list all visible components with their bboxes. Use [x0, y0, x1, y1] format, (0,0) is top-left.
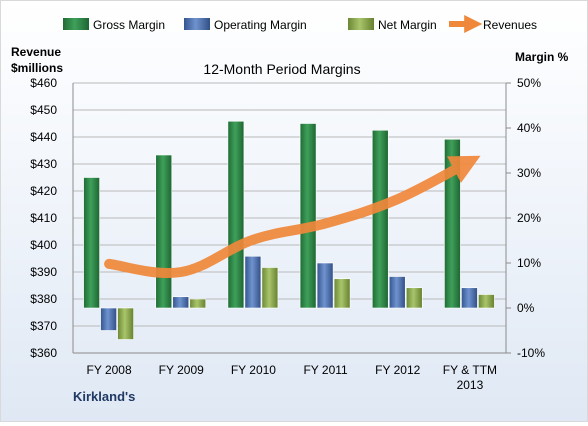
bar-net-margin — [333, 278, 351, 309]
right-tick-label: 20% — [517, 211, 541, 225]
company-annotation: Kirkland's — [73, 389, 135, 404]
left-tick-label: $440 — [30, 130, 57, 144]
left-tick-label: $370 — [30, 319, 57, 333]
x-tick-label: FY 2010 — [231, 363, 276, 377]
bar-gross-margin — [227, 120, 245, 309]
bar-gross-margin — [299, 123, 317, 309]
bar-net-margin — [261, 267, 279, 309]
bar-operating-margin — [316, 262, 334, 309]
bar-net-margin — [117, 307, 134, 340]
right-tick-label: -10% — [517, 346, 545, 360]
bar-operating-margin — [244, 255, 262, 309]
bar-net-margin — [405, 287, 423, 309]
left-tick-label: $420 — [30, 184, 57, 198]
legend-label: Net Margin — [378, 18, 437, 32]
right-axis-label: Margin % — [515, 50, 569, 64]
right-tick-label: 30% — [517, 166, 541, 180]
gridlines — [72, 82, 507, 354]
chart-title: 12-Month Period Margins — [203, 61, 360, 77]
right-tick-label: 10% — [517, 256, 541, 270]
left-tick-label: $450 — [30, 103, 57, 117]
left-tick-label: $430 — [30, 157, 57, 171]
bar-series — [83, 120, 495, 340]
left-axis-label-line2: $millions — [11, 61, 63, 75]
x-tick-label: 2013 — [457, 378, 484, 392]
bar-gross-margin — [155, 154, 173, 309]
legend-swatch-operating-margin — [184, 18, 210, 30]
left-axis-label-line1: Revenue — [11, 45, 61, 59]
revenue-line — [104, 155, 481, 278]
x-tick-label: FY & TTM — [443, 363, 497, 377]
right-tick-label: 0% — [517, 301, 535, 315]
bar-gross-margin — [83, 177, 100, 309]
bar-operating-margin — [172, 296, 190, 309]
legend-label: Operating Margin — [214, 18, 307, 32]
legend-label: Gross Margin — [93, 18, 165, 32]
legend-swatch-net-margin — [348, 18, 374, 30]
x-tick-label: FY 2009 — [159, 363, 204, 377]
bar-operating-margin — [100, 307, 117, 331]
left-tick-label: $360 — [30, 346, 57, 360]
left-tick-label: $410 — [30, 211, 57, 225]
left-tick-label: $400 — [30, 238, 57, 252]
x-tick-label: FY 2011 — [303, 363, 348, 377]
x-tick-label: FY 2012 — [375, 363, 420, 377]
bar-operating-margin — [461, 287, 478, 309]
revenue-line-path — [104, 155, 481, 278]
right-tick-label: 40% — [517, 121, 541, 135]
left-tick-label: $380 — [30, 292, 57, 306]
x-tick-label: FY 2008 — [87, 363, 132, 377]
legend: Gross Margin Operating Margin Net Margin Re… — [63, 15, 537, 33]
x-axis-ticks: FY 2008 FY 2009 FY 2010 FY 2011 FY 2012 FY & … — [87, 363, 498, 392]
bar-net-margin — [478, 294, 495, 309]
left-axis-ticks: $360 $370 $380 $390 $400 $410 $420 $430 $440 $450… — [30, 76, 57, 360]
left-tick-label: $390 — [30, 265, 57, 279]
legend-swatch-gross-margin — [63, 18, 89, 30]
bar-gross-margin — [371, 129, 389, 309]
right-tick-label: 50% — [517, 76, 541, 90]
legend-label: Revenues — [483, 18, 537, 32]
right-axis-ticks: -10% 0% 10% 20% 30% 40% 50% — [506, 76, 545, 360]
bar-net-margin — [189, 298, 207, 309]
left-tick-label: $460 — [30, 76, 57, 90]
bar-operating-margin — [388, 276, 406, 309]
